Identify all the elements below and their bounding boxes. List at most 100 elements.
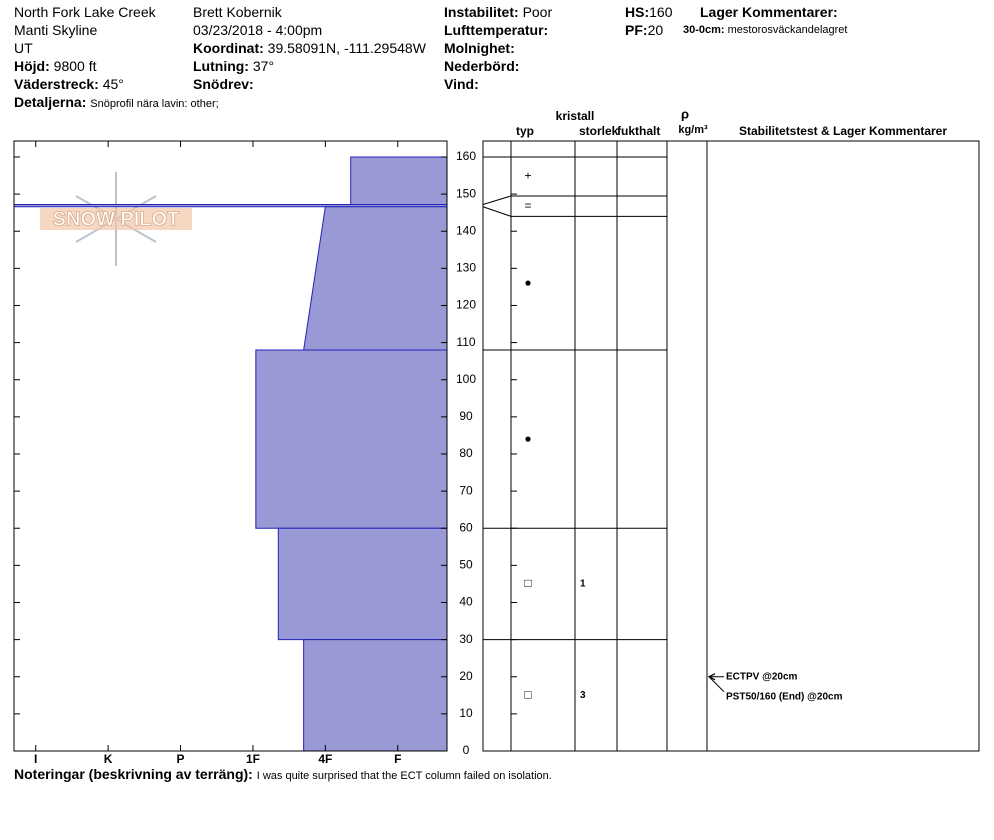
label: Höjd: <box>14 58 50 74</box>
height-tick-label: 50 <box>459 558 473 572</box>
value: 9800 ft <box>53 58 97 74</box>
label: Koordinat: <box>193 40 264 56</box>
height-tick-label: 70 <box>459 483 473 497</box>
height-tick-label: 160 <box>456 149 476 163</box>
test-label: PST50/160 (End) @20cm <box>726 691 843 702</box>
test-arrow <box>708 676 725 693</box>
notes: Noteringar (beskrivning av terräng): I w… <box>14 766 552 782</box>
value: Poor <box>522 4 553 20</box>
details: Detaljerna: Snöprofil nära lavin: other; <box>14 94 219 110</box>
hardness-tick-label: 4F <box>318 752 332 766</box>
range: Manti Skyline <box>14 22 98 38</box>
instability: Instabilitet: Poor <box>444 4 552 20</box>
value: 39.58091N, -111.29548W <box>267 40 426 56</box>
layer <box>350 156 448 205</box>
height-tick-label: 20 <box>459 669 473 683</box>
test-label: ECTPV @20cm <box>726 671 798 682</box>
layer-boundary <box>482 195 667 205</box>
grain-size: 3 <box>580 690 586 701</box>
text: mestorosväckandelagret <box>727 24 848 36</box>
logo-text: SNOW PILOT <box>53 208 180 230</box>
height-tick-label: 150 <box>456 186 476 200</box>
wind-loading: Snödrev: <box>193 76 254 92</box>
layer <box>303 206 448 351</box>
value: Snöprofil nära lavin: other; <box>90 98 219 110</box>
header-crystal: kristall <box>556 109 595 123</box>
label: Noteringar (beskrivning av terräng): <box>14 766 253 782</box>
height-tick-label: 30 <box>459 632 473 646</box>
height-tick-label: 0 <box>463 743 470 757</box>
air-temperature: Lufttemperatur: <box>444 22 548 38</box>
label: Snödrev: <box>193 76 254 92</box>
layer-boundary <box>482 206 667 217</box>
datetime: 03/23/2018 - 4:00pm <box>193 22 323 38</box>
hardness-tick-label: K <box>104 752 113 766</box>
layer-comment: 30-0cm: mestorosväckandelagret <box>683 24 847 36</box>
grain-type: □ <box>524 687 531 701</box>
text: I was quite surprised that the ECT colum… <box>256 770 552 782</box>
height-tick-label: 90 <box>459 409 473 423</box>
hardness-tick-label: I <box>34 752 37 766</box>
value: 160 <box>649 4 673 20</box>
label: Lufttemperatur: <box>444 22 549 38</box>
value: 20 <box>647 22 664 38</box>
layer <box>303 639 448 752</box>
grain-type: ● <box>524 275 531 289</box>
header-size: storlek <box>579 124 619 138</box>
sky: Molnighet: <box>444 40 515 56</box>
height-tick-label: 100 <box>456 372 476 386</box>
hardness-tick-label: F <box>394 752 401 766</box>
layer-comments-title: Lager Kommentarer: <box>700 4 838 20</box>
header-stability: Stabilitetstest & Lager Kommentarer <box>739 124 947 138</box>
value: 45° <box>102 76 124 92</box>
slope: Lutning: 37° <box>193 58 274 74</box>
label: Lutning: <box>193 58 249 74</box>
header-moisture: fukthalt <box>617 124 660 138</box>
height-tick-label: 110 <box>456 335 475 349</box>
grain-type: □ <box>524 576 531 590</box>
observer: Brett Kobernik <box>193 4 282 20</box>
range: 30-0cm: <box>683 24 725 36</box>
label: PF: <box>625 22 648 38</box>
table-frame <box>482 140 980 752</box>
hardness-tick-label: 1F <box>246 752 260 766</box>
grain-type: ● <box>524 431 531 445</box>
label: Lager Kommentarer: <box>700 4 838 20</box>
layer <box>277 527 448 641</box>
label: Nederbörd: <box>444 58 520 74</box>
aspect: Väderstreck: 45° <box>14 76 124 92</box>
height-tick-label: 60 <box>459 520 473 534</box>
state: UT <box>14 40 33 56</box>
header-density: kg/m³ <box>678 124 708 136</box>
label: Vind: <box>444 76 479 92</box>
height-tick-label: 120 <box>456 298 476 312</box>
elevation: Höjd: 9800 ft <box>14 58 96 74</box>
grain-type: + <box>524 169 531 183</box>
header-rho: ρ <box>681 106 689 121</box>
location: North Fork Lake Creek <box>14 4 156 20</box>
grain-type: = <box>524 198 531 212</box>
header-type: typ <box>516 124 534 138</box>
label: Väderstreck: <box>14 76 99 92</box>
height-tick-label: 140 <box>456 223 476 237</box>
hardness-tick-label: P <box>177 752 185 766</box>
graph-frame <box>13 140 448 752</box>
height-tick-label: 10 <box>459 706 473 720</box>
height-tick-label: 130 <box>456 261 476 275</box>
test-arrowhead <box>707 673 716 681</box>
wind: Vind: <box>444 76 479 92</box>
precipitation: Nederbörd: <box>444 58 519 74</box>
height-tick-label: 40 <box>459 595 473 609</box>
value: 37° <box>252 58 275 74</box>
label: HS: <box>625 4 650 20</box>
label: Molnighet: <box>444 40 515 56</box>
height-tick-label: 80 <box>459 446 473 460</box>
logo-band <box>40 208 192 230</box>
label: Detaljerna: <box>14 94 87 110</box>
layer <box>255 349 448 529</box>
hs: HS:160 <box>625 4 672 20</box>
grain-size: 1 <box>580 579 586 590</box>
label: Instabilitet: <box>444 4 519 20</box>
pf: PF:20 <box>625 22 663 38</box>
